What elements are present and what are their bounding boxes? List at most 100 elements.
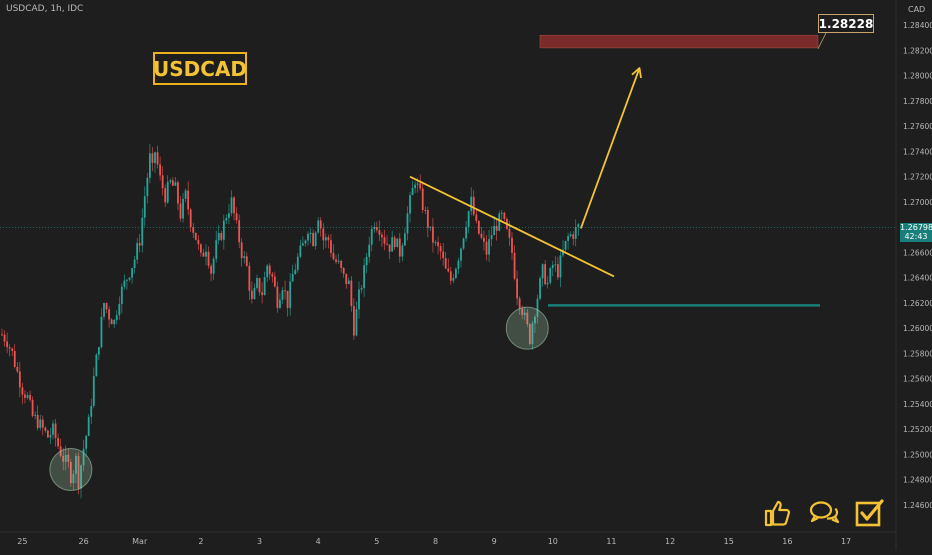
y-tick-label: 1.26000 xyxy=(903,324,932,333)
candle-body xyxy=(189,209,192,228)
x-tick-label: 16 xyxy=(782,537,792,546)
candle-body xyxy=(541,264,544,279)
y-tick-label: 1.25000 xyxy=(903,450,932,459)
candle-body xyxy=(299,245,302,257)
candle-body xyxy=(286,290,289,308)
symbol-badge: USDCAD xyxy=(153,52,247,85)
y-tick-label: 1.24800 xyxy=(903,476,932,485)
candle-body xyxy=(327,237,330,241)
candle-body xyxy=(350,280,353,307)
candle-body xyxy=(24,394,26,398)
y-tick-label: 1.24600 xyxy=(903,501,932,510)
candle-body xyxy=(92,376,95,406)
candle-body xyxy=(220,233,223,240)
candle-body xyxy=(416,183,419,185)
candle-body xyxy=(314,232,317,246)
candle-body xyxy=(52,423,54,435)
candle-body xyxy=(159,164,161,176)
candle-body xyxy=(511,237,513,253)
candle-body xyxy=(373,227,376,229)
candle-body xyxy=(69,462,72,484)
candle-body xyxy=(455,268,457,278)
candle-body xyxy=(360,288,363,290)
candle-body xyxy=(202,252,205,257)
candle-body xyxy=(192,227,195,233)
candle-body xyxy=(452,277,455,281)
candle-body xyxy=(375,227,378,231)
x-tick-label: 17 xyxy=(841,537,851,546)
candle-body xyxy=(36,414,39,428)
candle-body xyxy=(110,319,113,325)
x-tick-label: 15 xyxy=(724,537,734,546)
candle-body xyxy=(304,240,307,244)
checkbox-icon[interactable] xyxy=(854,497,886,529)
thumbs-up-icon[interactable] xyxy=(762,497,794,529)
candle-body xyxy=(340,260,343,268)
y-tick-label: 1.27200 xyxy=(903,173,932,182)
last-price-tag: 1.26798 42:43 xyxy=(900,223,932,242)
candle-body xyxy=(64,454,67,462)
candle-body xyxy=(6,341,8,348)
candle-body xyxy=(273,276,276,287)
candle-body xyxy=(355,309,358,336)
candle-body xyxy=(432,226,434,243)
candle-body xyxy=(225,217,228,221)
candle-body xyxy=(307,233,309,241)
x-tick-label: 10 xyxy=(548,537,558,546)
candle-body xyxy=(559,255,562,278)
y-tick-label: 1.26600 xyxy=(903,248,932,257)
candle-body xyxy=(409,195,411,214)
candle-body xyxy=(289,281,292,308)
candle-body xyxy=(284,290,286,292)
candle-body xyxy=(518,298,521,309)
candle-body xyxy=(330,240,332,253)
candle-body xyxy=(302,243,304,246)
candle-body xyxy=(523,312,526,315)
x-tick-label: 5 xyxy=(374,537,379,546)
candle-body xyxy=(480,233,483,238)
candle-body xyxy=(467,211,470,227)
candle-body xyxy=(426,210,429,228)
candle-body xyxy=(228,213,230,218)
candle-body xyxy=(534,316,536,324)
comments-icon[interactable] xyxy=(808,497,840,529)
candle-body xyxy=(460,248,462,261)
y-tick-label: 1.25400 xyxy=(903,400,932,409)
candle-body xyxy=(54,423,57,439)
candle-body xyxy=(57,438,59,447)
y-tick-label: 1.28400 xyxy=(903,21,932,30)
candle-body xyxy=(546,282,549,285)
candle-body xyxy=(126,279,128,281)
candle-body xyxy=(1,334,3,336)
candle-body xyxy=(34,414,37,416)
candle-body xyxy=(72,473,75,484)
candle-body xyxy=(498,213,501,231)
candle-body xyxy=(500,212,503,214)
candle-body xyxy=(516,278,518,299)
candle-body xyxy=(177,182,179,204)
candle-body xyxy=(470,196,473,212)
price-axis xyxy=(896,0,932,550)
candle-body xyxy=(131,267,133,278)
candle-body xyxy=(434,242,437,244)
candle-body xyxy=(513,252,516,279)
candle-body xyxy=(437,242,439,247)
candle-body xyxy=(174,182,177,186)
candle-body xyxy=(383,237,386,244)
candle-body xyxy=(557,264,559,278)
candle-body xyxy=(179,203,182,219)
candle-body xyxy=(21,387,24,395)
candle-body xyxy=(521,308,524,315)
candle-body xyxy=(404,233,406,246)
target-price-label: 1.28228 xyxy=(818,14,874,33)
candle-body xyxy=(8,347,11,349)
candle-body xyxy=(424,209,427,211)
y-tick-label: 1.28200 xyxy=(903,46,932,55)
candle-body xyxy=(378,230,381,235)
candle-body xyxy=(368,244,371,257)
y-tick-label: 1.26400 xyxy=(903,274,932,283)
candle-body xyxy=(118,304,121,316)
candle-body xyxy=(370,228,373,245)
